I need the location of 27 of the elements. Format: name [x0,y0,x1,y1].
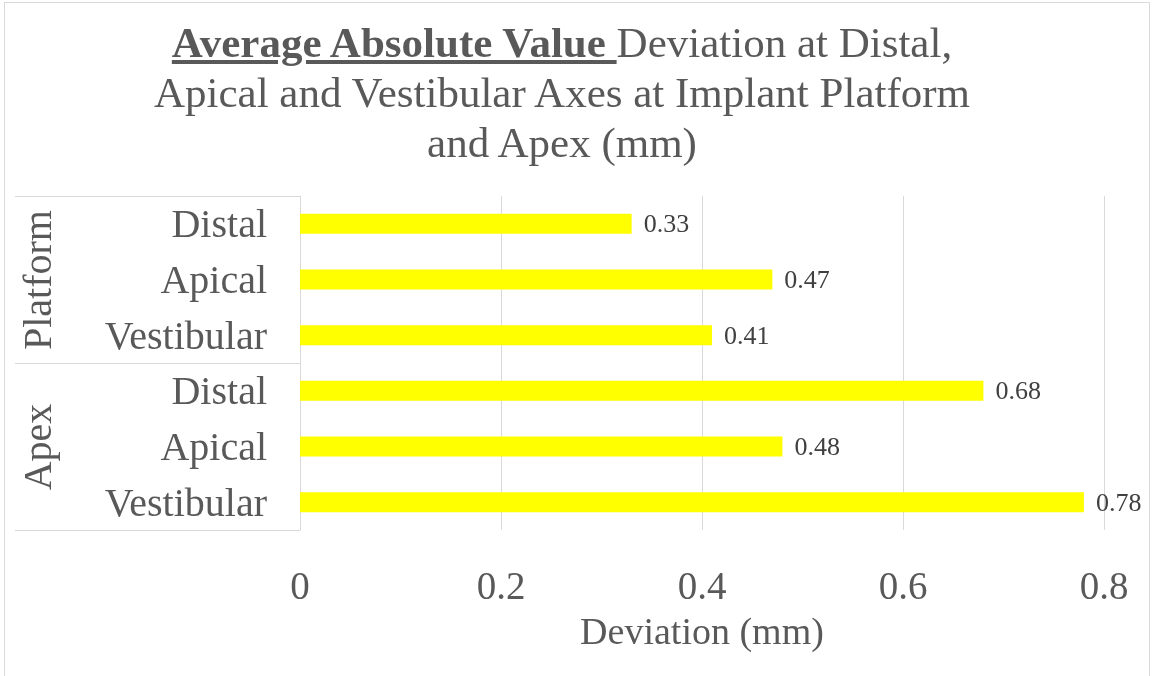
chart-title: Average Absolute Value Deviation at Distal, Apical and Vestibular Axes at Implant Platform and Apex (mm) [152,18,971,168]
y-tick-label: Distal [171,368,267,414]
data-label: 0.48 [794,432,840,461]
bar [300,269,773,290]
x-tick-label: 0.2 [476,564,526,607]
bar [300,325,713,346]
bar [300,380,984,401]
x-tick-label: 0.8 [1079,564,1129,607]
x-tick-label: 0 [290,564,310,607]
bar [300,492,1084,513]
y-tick-label: Distal [171,201,267,247]
y-tick-label: Vestibular [104,312,267,358]
x-tick-label: 0.4 [677,564,727,607]
y-tick-label: Apical [160,257,267,302]
bar [300,436,783,457]
data-label: 0.68 [995,376,1041,406]
y-tick-label: Vestibular [104,479,267,525]
data-label: 0.41 [724,320,770,350]
text: Platform [15,209,60,350]
x-axis-title: Deviation (mm) [580,610,824,653]
text: Apex [15,403,60,490]
data-label: 0.47 [784,265,830,294]
bar [300,213,632,234]
x-tick-label: 0.6 [878,564,928,607]
data-label: 0.78 [1095,487,1142,517]
data-label: 0.33 [643,209,690,239]
y-tick-label: Apical [160,424,267,469]
